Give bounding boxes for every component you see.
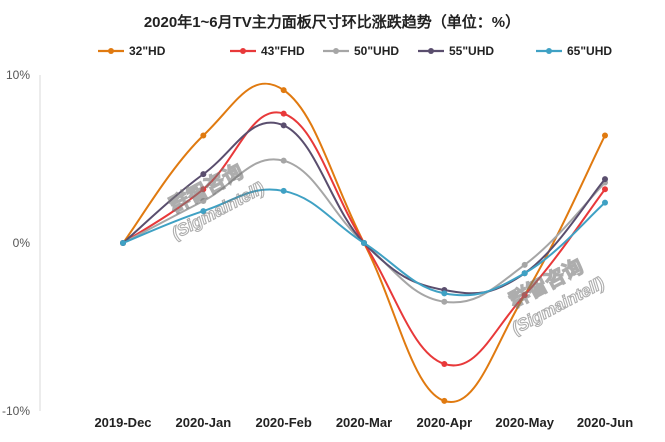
- legend-label: 50"UHD: [354, 44, 399, 58]
- series-group: [120, 82, 608, 404]
- x-tick-label: 2020-Mar: [336, 415, 392, 430]
- x-tick-label: 2020-Jan: [176, 415, 232, 430]
- legend-marker: [240, 48, 246, 54]
- x-tick-label: 2020-Jun: [577, 415, 633, 430]
- data-point: [602, 186, 608, 193]
- series: [120, 187, 608, 297]
- chart-title: 2020年1~6月TV主力面板尺寸环比涨跌趋势（单位：%）: [144, 13, 520, 31]
- legend-marker: [333, 48, 339, 54]
- data-point: [521, 261, 528, 268]
- x-tick-label: 2020-Apr: [417, 415, 473, 430]
- legend-marker: [108, 48, 114, 54]
- data-point: [441, 290, 448, 297]
- data-point: [441, 298, 448, 305]
- legend-label: 43"FHD: [261, 44, 305, 58]
- data-point: [280, 87, 287, 94]
- data-point: [200, 198, 207, 204]
- data-point: [120, 240, 126, 246]
- data-point: [602, 176, 608, 183]
- x-tick-label: 2020-Feb: [255, 415, 311, 430]
- x-tick-label: 2020-May: [495, 415, 554, 430]
- legend-marker: [546, 48, 552, 54]
- data-point: [200, 208, 207, 215]
- data-point: [280, 110, 287, 117]
- data-point: [280, 157, 287, 164]
- legend-label: 65"UHD: [567, 44, 612, 58]
- data-point: [521, 292, 528, 299]
- data-point: [441, 360, 448, 367]
- legend-item: 50"UHD: [323, 44, 399, 58]
- data-point: [200, 186, 207, 193]
- data-point: [602, 132, 608, 139]
- y-tick-label: 10%: [6, 68, 30, 82]
- legend-item: 55"UHD: [418, 44, 494, 58]
- data-point: [280, 122, 287, 129]
- legend-item: 32"HD: [98, 44, 166, 58]
- y-tick-label: 0%: [13, 236, 31, 250]
- data-point: [280, 187, 287, 194]
- x-tick-label: 2019-Dec: [94, 415, 151, 430]
- legend-label: 55"UHD: [449, 44, 494, 58]
- data-point: [441, 397, 448, 404]
- legend-marker: [428, 48, 434, 54]
- data-point: [361, 240, 367, 246]
- data-point: [521, 270, 528, 277]
- y-tick-label: -10%: [2, 404, 30, 418]
- data-point: [200, 132, 207, 139]
- legend-item: 65"UHD: [536, 44, 612, 58]
- data-point: [200, 171, 207, 178]
- legend-label: 32"HD: [129, 44, 166, 58]
- axes: 10% 0% -10% 2019-Dec 2020-Jan 2020-Feb 2020-Ma…: [2, 68, 633, 430]
- legend-item: 43"FHD: [230, 44, 305, 58]
- data-point: [602, 199, 608, 206]
- watermark-group: 群智咨询 (Sigmaintell) 群智咨询 (Sigmaintell): [164, 158, 609, 338]
- legend: 32"HD 43"FHD 50"UHD 55"UHD 65"UHD: [98, 44, 612, 58]
